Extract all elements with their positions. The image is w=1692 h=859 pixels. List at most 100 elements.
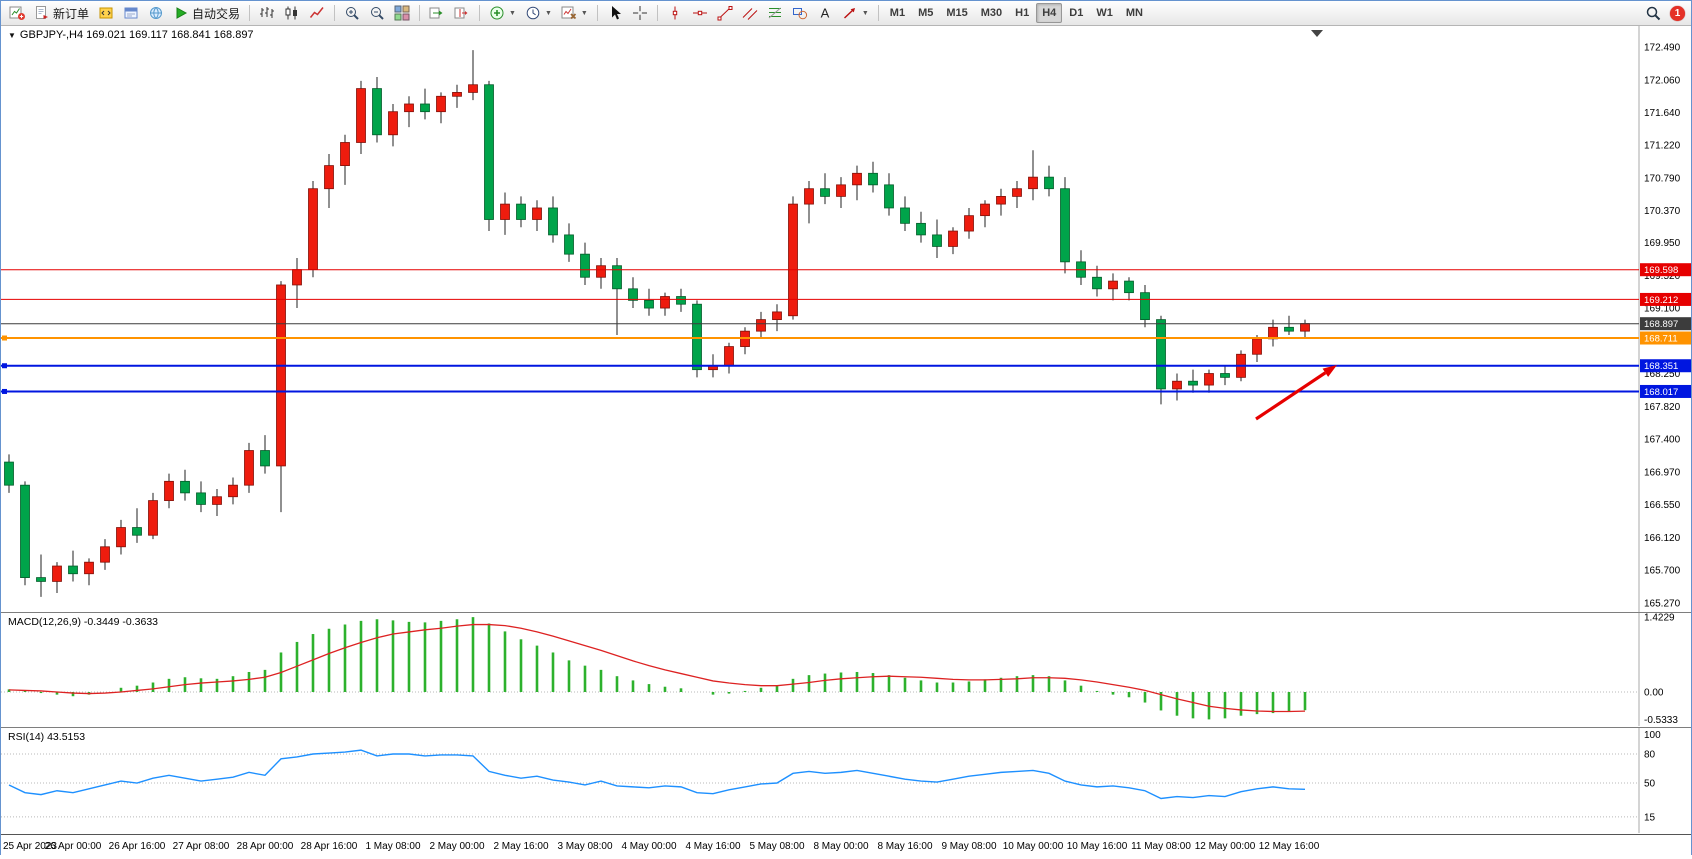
svg-text:168.017: 168.017 [1644, 387, 1678, 398]
candle-body [1029, 177, 1038, 189]
new-chart-button[interactable] [5, 3, 29, 23]
time-axis-label: 10 May 00:00 [1003, 841, 1064, 852]
time-axis-label: 1 May 08:00 [365, 841, 420, 852]
timeframe-d1-button[interactable]: D1 [1063, 3, 1089, 23]
candle-body [341, 142, 350, 165]
fibonacci-icon [767, 5, 783, 21]
equidistant-channel-icon [742, 5, 758, 21]
zoom-in-button[interactable] [340, 3, 364, 23]
autotrading-button[interactable]: 自动交易 [169, 3, 244, 23]
candle-body [629, 289, 638, 301]
timeframe-mn-button[interactable]: MN [1120, 3, 1149, 23]
candle-body [1141, 293, 1150, 320]
chart-header-text: GBPJPY-,H4 169.021 169.117 168.841 168.8… [20, 29, 254, 41]
periods-button[interactable]: ▼ [521, 3, 556, 23]
time-axis-label: 4 May 00:00 [621, 841, 676, 852]
time-axis-label: 2 May 00:00 [429, 841, 484, 852]
candle-body [1109, 281, 1118, 289]
strategy-tester-button[interactable] [144, 3, 168, 23]
symbol-dropdown-icon[interactable]: ▼ [8, 31, 16, 40]
support-line-blue-2-handle[interactable] [2, 389, 7, 394]
indicators-button[interactable]: ▼ [485, 3, 520, 23]
notification-badge[interactable]: 1 [1670, 6, 1685, 21]
periods-icon [525, 5, 541, 21]
svg-text:166.120: 166.120 [1644, 533, 1681, 544]
horizontal-line-button[interactable] [688, 3, 712, 23]
text-tool-button[interactable]: A [813, 3, 837, 23]
candle-body [901, 208, 910, 223]
timeframe-m30-button[interactable]: M30 [975, 3, 1008, 23]
toolbar-separator [479, 5, 480, 21]
search-button[interactable] [1641, 3, 1665, 23]
trendline-button[interactable] [713, 3, 737, 23]
shapes-button[interactable] [788, 3, 812, 23]
candle-body [389, 112, 398, 135]
vertical-line-button[interactable] [663, 3, 687, 23]
bar-chart-icon [259, 5, 275, 21]
time-axis-label: 4 May 16:00 [685, 841, 740, 852]
candle-body [1157, 320, 1166, 389]
candle-body [1013, 189, 1022, 197]
timeframe-m1-button[interactable]: M1 [884, 3, 911, 23]
candle-body [325, 166, 334, 189]
time-axis-label: 26 Apr 16:00 [109, 841, 166, 852]
new-order-button[interactable]: 新订单 [30, 3, 93, 23]
cursor-button[interactable] [603, 3, 627, 23]
fibonacci-button[interactable] [763, 3, 787, 23]
svg-text:170.790: 170.790 [1644, 173, 1681, 184]
time-axis-label: 12 May 00:00 [1195, 841, 1256, 852]
toolbar-separator [597, 5, 598, 21]
support-line-orange-handle[interactable] [2, 336, 7, 341]
timeframe-m15-button[interactable]: M15 [940, 3, 973, 23]
auto-scroll-button[interactable] [425, 3, 449, 23]
new-order-icon [34, 5, 50, 21]
zoom-out-icon [369, 5, 385, 21]
dropdown-caret-icon: ▼ [862, 10, 869, 17]
time-axis-label: 2 May 16:00 [493, 841, 548, 852]
svg-text:A: A [821, 6, 830, 21]
bar-chart-button[interactable] [255, 3, 279, 23]
line-chart-button[interactable] [305, 3, 329, 23]
chart-shift-marker[interactable] [1311, 30, 1323, 37]
candle-body [1061, 189, 1070, 262]
templates-button[interactable]: ▼ [557, 3, 592, 23]
candle-body [5, 462, 14, 485]
crosshair-button[interactable] [628, 3, 652, 23]
candle-body [645, 300, 654, 308]
toolbar-separator [657, 5, 658, 21]
candle-body [1125, 281, 1134, 293]
arrows-tool-button[interactable]: ▼ [838, 3, 873, 23]
candlestick-chart-button[interactable] [280, 3, 304, 23]
line-chart-icon [309, 5, 325, 21]
terminal-button[interactable] [119, 3, 143, 23]
timeframe-w1-button[interactable]: W1 [1090, 3, 1119, 23]
tile-windows-button[interactable] [390, 3, 414, 23]
auto-scroll-icon [429, 5, 445, 21]
candle-body [981, 204, 990, 216]
equidistant-channel-button[interactable] [738, 3, 762, 23]
candle-body [997, 196, 1006, 204]
metaeditor-button[interactable] [94, 3, 118, 23]
timeframe-h1-button[interactable]: H1 [1009, 3, 1035, 23]
terminal-icon [123, 5, 139, 21]
timeframe-h4-button[interactable]: H4 [1036, 3, 1062, 23]
svg-text:15: 15 [1644, 812, 1656, 823]
candle-body [725, 347, 734, 366]
candle-body [949, 231, 958, 246]
zoom-out-button[interactable] [365, 3, 389, 23]
svg-text:169.598: 169.598 [1644, 265, 1678, 276]
chart-shift-button[interactable] [450, 3, 474, 23]
support-line-blue-1-handle[interactable] [2, 363, 7, 368]
candle-body [757, 320, 766, 332]
candle-body [917, 223, 926, 235]
zoom-in-icon [344, 5, 360, 21]
candle-body [421, 104, 430, 112]
timeframe-m5-button[interactable]: M5 [912, 3, 939, 23]
svg-text:168.711: 168.711 [1644, 334, 1678, 345]
candle-body [965, 216, 974, 231]
